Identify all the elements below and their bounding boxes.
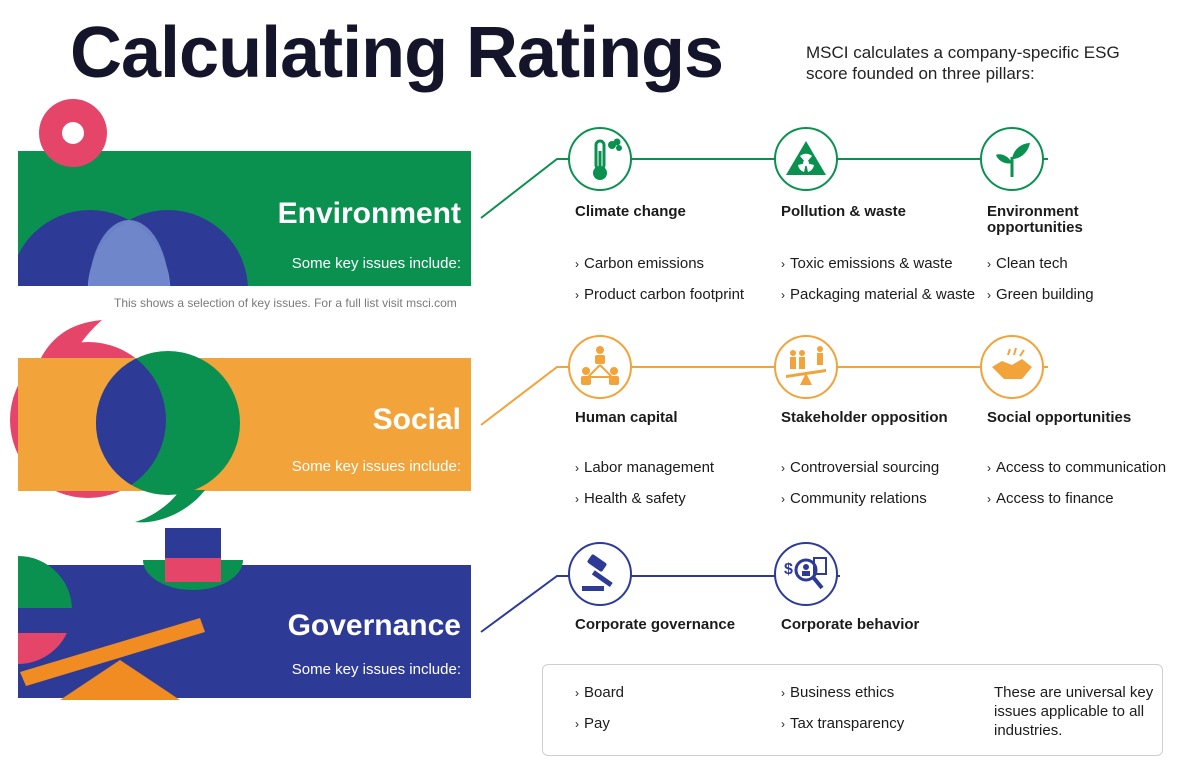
radiation-warning-icon	[774, 127, 838, 191]
universal-issues-note: These are universal key issues applicabl…	[994, 684, 1154, 739]
issue-item: › Board	[575, 684, 625, 701]
thermometer-icon	[568, 127, 632, 191]
governance-issues-box	[542, 664, 1163, 756]
issue-item: › Tax transparency	[781, 715, 905, 732]
svg-text:$: $	[784, 561, 793, 578]
issue-item: › Controversial sourcing	[781, 459, 940, 476]
seesaw-people-icon	[774, 335, 838, 399]
theme-human-capital: Human capital	[575, 409, 678, 426]
page-subtitle: MSCI calculates a company-specific ESG s…	[806, 43, 1120, 83]
handshake-icon	[980, 335, 1044, 399]
page-title: Calculating Ratings	[70, 13, 724, 93]
footnote: This shows a selection of key issues. Fo…	[114, 296, 457, 310]
environment-title: Environment	[277, 197, 461, 230]
social-banner: Social Some key issues include:	[18, 358, 471, 491]
theme-pollution-waste: Pollution & waste	[781, 203, 907, 220]
issue-item: › Pay	[575, 715, 610, 732]
social-subtitle: Some key issues include:	[291, 458, 461, 475]
environment-subtitle: Some key issues include:	[291, 255, 461, 272]
issue-item: › Community relations	[781, 490, 927, 507]
governance-subtitle: Some key issues include:	[291, 661, 461, 678]
issue-item: › Business ethics	[781, 684, 895, 701]
issue-item: › Toxic emissions & waste	[781, 255, 953, 272]
theme-climate-change: Climate change	[575, 203, 686, 220]
governance-title: Governance	[287, 609, 461, 642]
issue-item: › Labor management	[575, 459, 715, 476]
theme-corporate-governance: Corporate governance	[575, 616, 736, 633]
issue-item: › Access to finance	[987, 490, 1114, 507]
people-network-icon	[568, 335, 632, 399]
sprout-icon	[980, 127, 1044, 191]
issue-item: › Product carbon footprint	[575, 286, 745, 303]
social-title: Social	[372, 403, 461, 436]
issue-item: › Packaging material & waste	[781, 286, 976, 303]
magnifier-dollar-icon: $	[774, 542, 838, 606]
issue-item: › Access to communication	[987, 459, 1167, 476]
issue-item: › Health & safety	[575, 490, 686, 507]
theme-social-opportunities: Social opportunities	[987, 409, 1132, 426]
theme-corporate-behavior: Corporate behavior	[781, 616, 920, 633]
theme-stakeholder-opposition: Stakeholder opposition	[781, 409, 948, 426]
gavel-icon	[568, 542, 632, 606]
issue-item: › Carbon emissions	[575, 255, 705, 272]
issue-item: › Clean tech	[987, 255, 1068, 272]
issue-item: › Green building	[987, 286, 1094, 303]
theme-environment-opportunities: Environment opportunities	[987, 203, 1083, 236]
